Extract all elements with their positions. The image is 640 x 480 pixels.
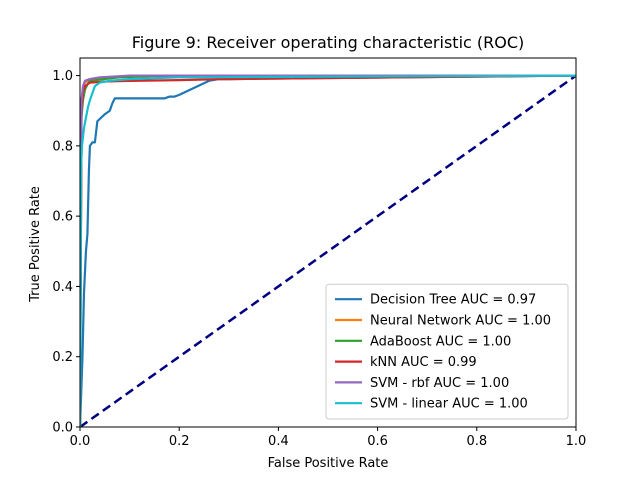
axis-ticks: 0.0 0.2 0.4 0.6 0.8 1.0 0.0 0.2 0.4 0.6 0.8 1.0 xyxy=(52,69,586,449)
series-group xyxy=(80,74,576,427)
legend-entry-label: SVM - rbf AUC = 1.00 xyxy=(370,376,509,391)
y-tick-label: 0.6 xyxy=(52,210,73,225)
plot-frame xyxy=(79,57,577,428)
legend-entry-label: Decision Tree AUC = 0.97 xyxy=(370,293,536,308)
y-tick-label: 0.4 xyxy=(52,280,73,295)
series-line-5 xyxy=(80,74,576,427)
x-tick-label: 0.0 xyxy=(70,434,91,449)
legend: Decision Tree AUC = 0.97 Neural Network A… xyxy=(325,283,569,420)
plot-area xyxy=(79,57,577,428)
series-line-0 xyxy=(80,74,576,427)
series-line-4 xyxy=(80,74,576,427)
reference-diagonal-line xyxy=(80,74,576,427)
y-axis-label: True Positive Rate xyxy=(28,186,43,303)
x-axis-label: False Positive Rate xyxy=(268,456,389,471)
x-tick-label: 0.4 xyxy=(268,434,289,449)
y-tick-label: 0.0 xyxy=(52,421,73,436)
y-tick-label: 0.8 xyxy=(52,139,73,154)
x-tick-label: 1.0 xyxy=(566,434,587,449)
legend-entry-label: kNN AUC = 0.99 xyxy=(370,355,477,370)
x-tick-label: 0.6 xyxy=(367,434,388,449)
x-tick-label: 0.8 xyxy=(466,434,487,449)
x-tick-label: 0.2 xyxy=(169,434,190,449)
chart-title: Figure 9: Receiver operating characteris… xyxy=(132,33,525,52)
y-tick-label: 1.0 xyxy=(52,69,73,84)
legend-entry-label: SVM - linear AUC = 1.00 xyxy=(370,397,528,412)
y-tick-label: 0.2 xyxy=(52,350,73,365)
legend-box xyxy=(325,283,569,420)
legend-entry-label: Neural Network AUC = 1.00 xyxy=(370,314,551,329)
legend-entry-label: AdaBoost AUC = 1.00 xyxy=(370,334,511,349)
